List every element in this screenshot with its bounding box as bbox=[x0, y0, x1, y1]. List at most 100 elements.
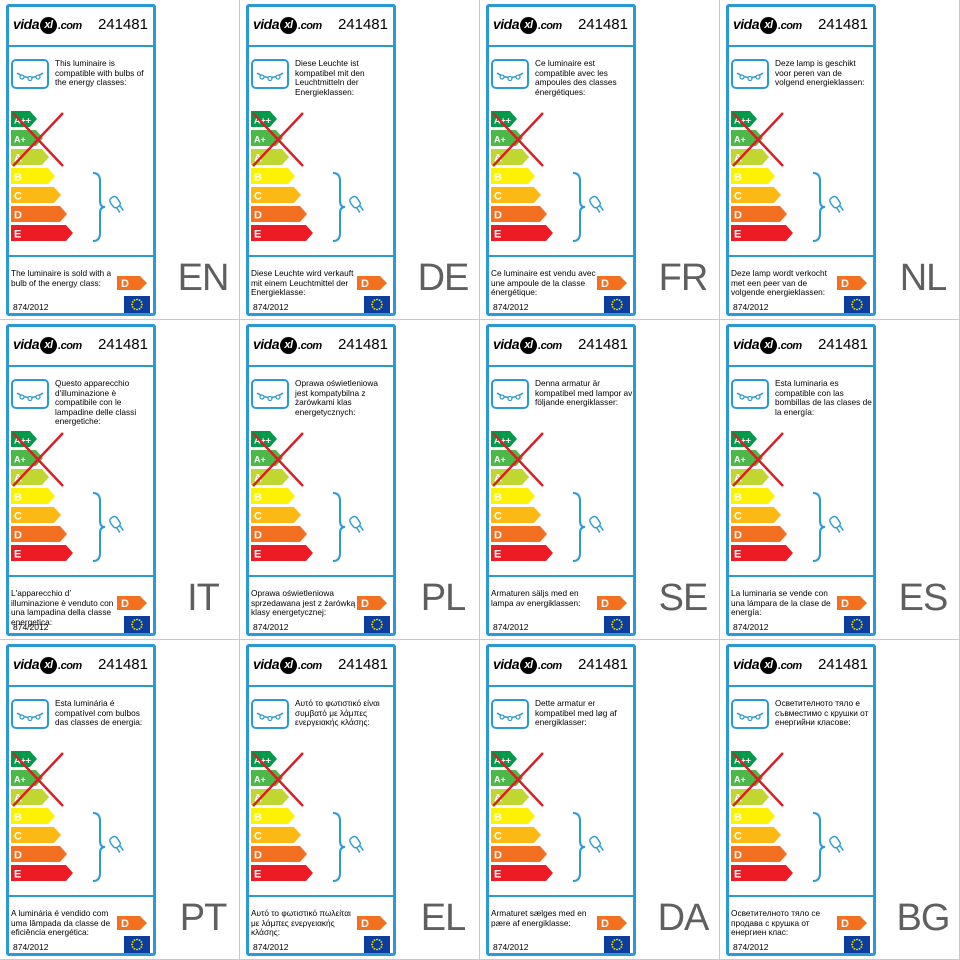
energy-bar-aplusplus: A++ bbox=[731, 431, 757, 447]
energy-class-scale: A++ A+ A B C D E bbox=[11, 751, 75, 886]
footer-divider bbox=[489, 255, 633, 257]
energy-class-letter: E bbox=[494, 549, 501, 561]
regulation-number: 874/2012 bbox=[13, 302, 49, 312]
footer-divider bbox=[249, 255, 393, 257]
energy-bar-a: A bbox=[251, 149, 289, 165]
regulation-number: 874/2012 bbox=[493, 302, 529, 312]
energy-class-letter: A+ bbox=[254, 775, 266, 785]
regulation-number: 874/2012 bbox=[493, 942, 529, 952]
compatibility-text: Осветителното тяло е съвместимо с крушки… bbox=[775, 698, 869, 728]
energy-bar-e: E bbox=[491, 865, 553, 881]
energy-class-letter: A bbox=[14, 473, 22, 485]
energy-bar-a: A bbox=[11, 789, 49, 805]
sold-class-tag: D bbox=[597, 596, 627, 610]
label-header: vida xl .com 241481 bbox=[251, 651, 391, 681]
logo-suffix: .com bbox=[298, 340, 322, 352]
logo-suffix: .com bbox=[298, 20, 322, 32]
eu-flag-icon bbox=[844, 616, 870, 633]
energy-bar-d: D bbox=[731, 526, 787, 542]
energy-bar-c: C bbox=[491, 507, 541, 523]
label-header: vida xl .com 241481 bbox=[731, 651, 871, 681]
energy-class-letter: B bbox=[14, 812, 22, 824]
energy-class-letter: C bbox=[254, 511, 262, 523]
energy-class-letter: E bbox=[254, 229, 261, 241]
bulb-icon bbox=[589, 515, 604, 534]
sold-with-text: The luminaire is sold with a bulb of the… bbox=[11, 268, 112, 288]
energy-class-scale: A++ A+ A B C D E bbox=[251, 431, 315, 566]
energy-bar-b: B bbox=[11, 808, 55, 824]
header-divider bbox=[9, 45, 153, 47]
logo-mark: xl bbox=[520, 336, 538, 354]
energy-bar-e: E bbox=[11, 545, 73, 561]
logo-suffix: .com bbox=[58, 20, 82, 32]
energy-bar-c: C bbox=[731, 827, 781, 843]
label-cell-de: vida xl .com 241481 Diese Leuchte ist komp… bbox=[240, 0, 480, 320]
energy-bar-d: D bbox=[491, 846, 547, 862]
header-divider bbox=[729, 685, 873, 687]
energy-class-letter: A+ bbox=[254, 455, 266, 465]
energy-bar-a: A bbox=[11, 469, 49, 485]
energy-bar-a: A bbox=[251, 469, 289, 485]
energy-bar-e: E bbox=[11, 225, 73, 241]
brand-logo: vida xl .com bbox=[733, 16, 802, 34]
energy-bar-c: C bbox=[491, 827, 541, 843]
energy-bar-c: C bbox=[11, 827, 61, 843]
eu-flag-icon bbox=[604, 616, 630, 633]
regulation-number: 874/2012 bbox=[253, 622, 289, 632]
energy-bar-b: B bbox=[731, 488, 775, 504]
lamp-icon bbox=[491, 699, 529, 729]
energy-label-card: vida xl .com 241481 Questo apparecchio d'i… bbox=[6, 324, 156, 636]
logo-prefix: vida bbox=[733, 16, 760, 32]
compatibility-text: Esta luminária é compatível com bulbos d… bbox=[55, 698, 143, 728]
energy-bar-d: D bbox=[11, 206, 67, 222]
crossed-out-classes-icon bbox=[12, 432, 64, 487]
energy-class-scale: A++ A+ A B C D E bbox=[491, 431, 555, 566]
energy-bar-d: D bbox=[251, 846, 307, 862]
energy-class-scale: A++ A+ A B C D E bbox=[731, 111, 795, 246]
energy-class-letter: A++ bbox=[494, 116, 511, 126]
product-code: 241481 bbox=[337, 16, 388, 33]
energy-class-letter: A+ bbox=[14, 775, 26, 785]
product-code: 241481 bbox=[97, 656, 148, 673]
energy-bar-c: C bbox=[251, 187, 301, 203]
energy-bar-b: B bbox=[11, 488, 55, 504]
energy-bar-a: A bbox=[491, 149, 529, 165]
energy-bar-d: D bbox=[251, 526, 307, 542]
language-code: PL bbox=[420, 577, 466, 619]
lamp-icon bbox=[731, 59, 769, 89]
energy-bar-b: B bbox=[491, 808, 535, 824]
energy-class-letter: E bbox=[734, 869, 741, 881]
energy-label-card: vida xl .com 241481 Ce luminaire est compa… bbox=[486, 4, 636, 316]
bracket-icon bbox=[812, 812, 826, 882]
energy-class-letter: A+ bbox=[14, 135, 26, 145]
label-cell-fr: vida xl .com 241481 Ce luminaire est compa… bbox=[480, 0, 720, 320]
energy-class-letter: A+ bbox=[734, 135, 746, 145]
energy-bar-d: D bbox=[251, 206, 307, 222]
energy-class-letter: C bbox=[734, 191, 742, 203]
logo-mark: xl bbox=[40, 656, 58, 674]
product-code: 241481 bbox=[337, 336, 388, 353]
bracket-icon bbox=[332, 492, 346, 562]
energy-bar-aplusplus: A++ bbox=[491, 431, 517, 447]
footer-divider bbox=[729, 575, 873, 577]
energy-class-letter: D bbox=[14, 530, 22, 542]
bracket-icon bbox=[572, 812, 586, 882]
energy-bar-aplusplus: A++ bbox=[731, 751, 757, 767]
language-code: IT bbox=[187, 577, 220, 619]
energy-class-scale: A++ A+ A B C D E bbox=[491, 751, 555, 886]
energy-class-letter: E bbox=[14, 869, 21, 881]
sold-class-tag: D bbox=[357, 916, 387, 930]
energy-class-letter: C bbox=[14, 191, 22, 203]
energy-bar-b: B bbox=[491, 168, 535, 184]
energy-bar-c: C bbox=[251, 507, 301, 523]
eu-flag-icon bbox=[124, 296, 150, 313]
energy-class-scale: A++ A+ A B C D E bbox=[251, 111, 315, 246]
energy-class-letter: A bbox=[254, 153, 262, 165]
logo-prefix: vida bbox=[253, 16, 280, 32]
energy-class-letter: A++ bbox=[254, 756, 271, 766]
energy-bar-e: E bbox=[731, 545, 793, 561]
bulb-icon bbox=[829, 515, 844, 534]
energy-class-letter: A+ bbox=[494, 135, 506, 145]
energy-class-letter: E bbox=[494, 869, 501, 881]
language-code: DA bbox=[657, 897, 710, 939]
